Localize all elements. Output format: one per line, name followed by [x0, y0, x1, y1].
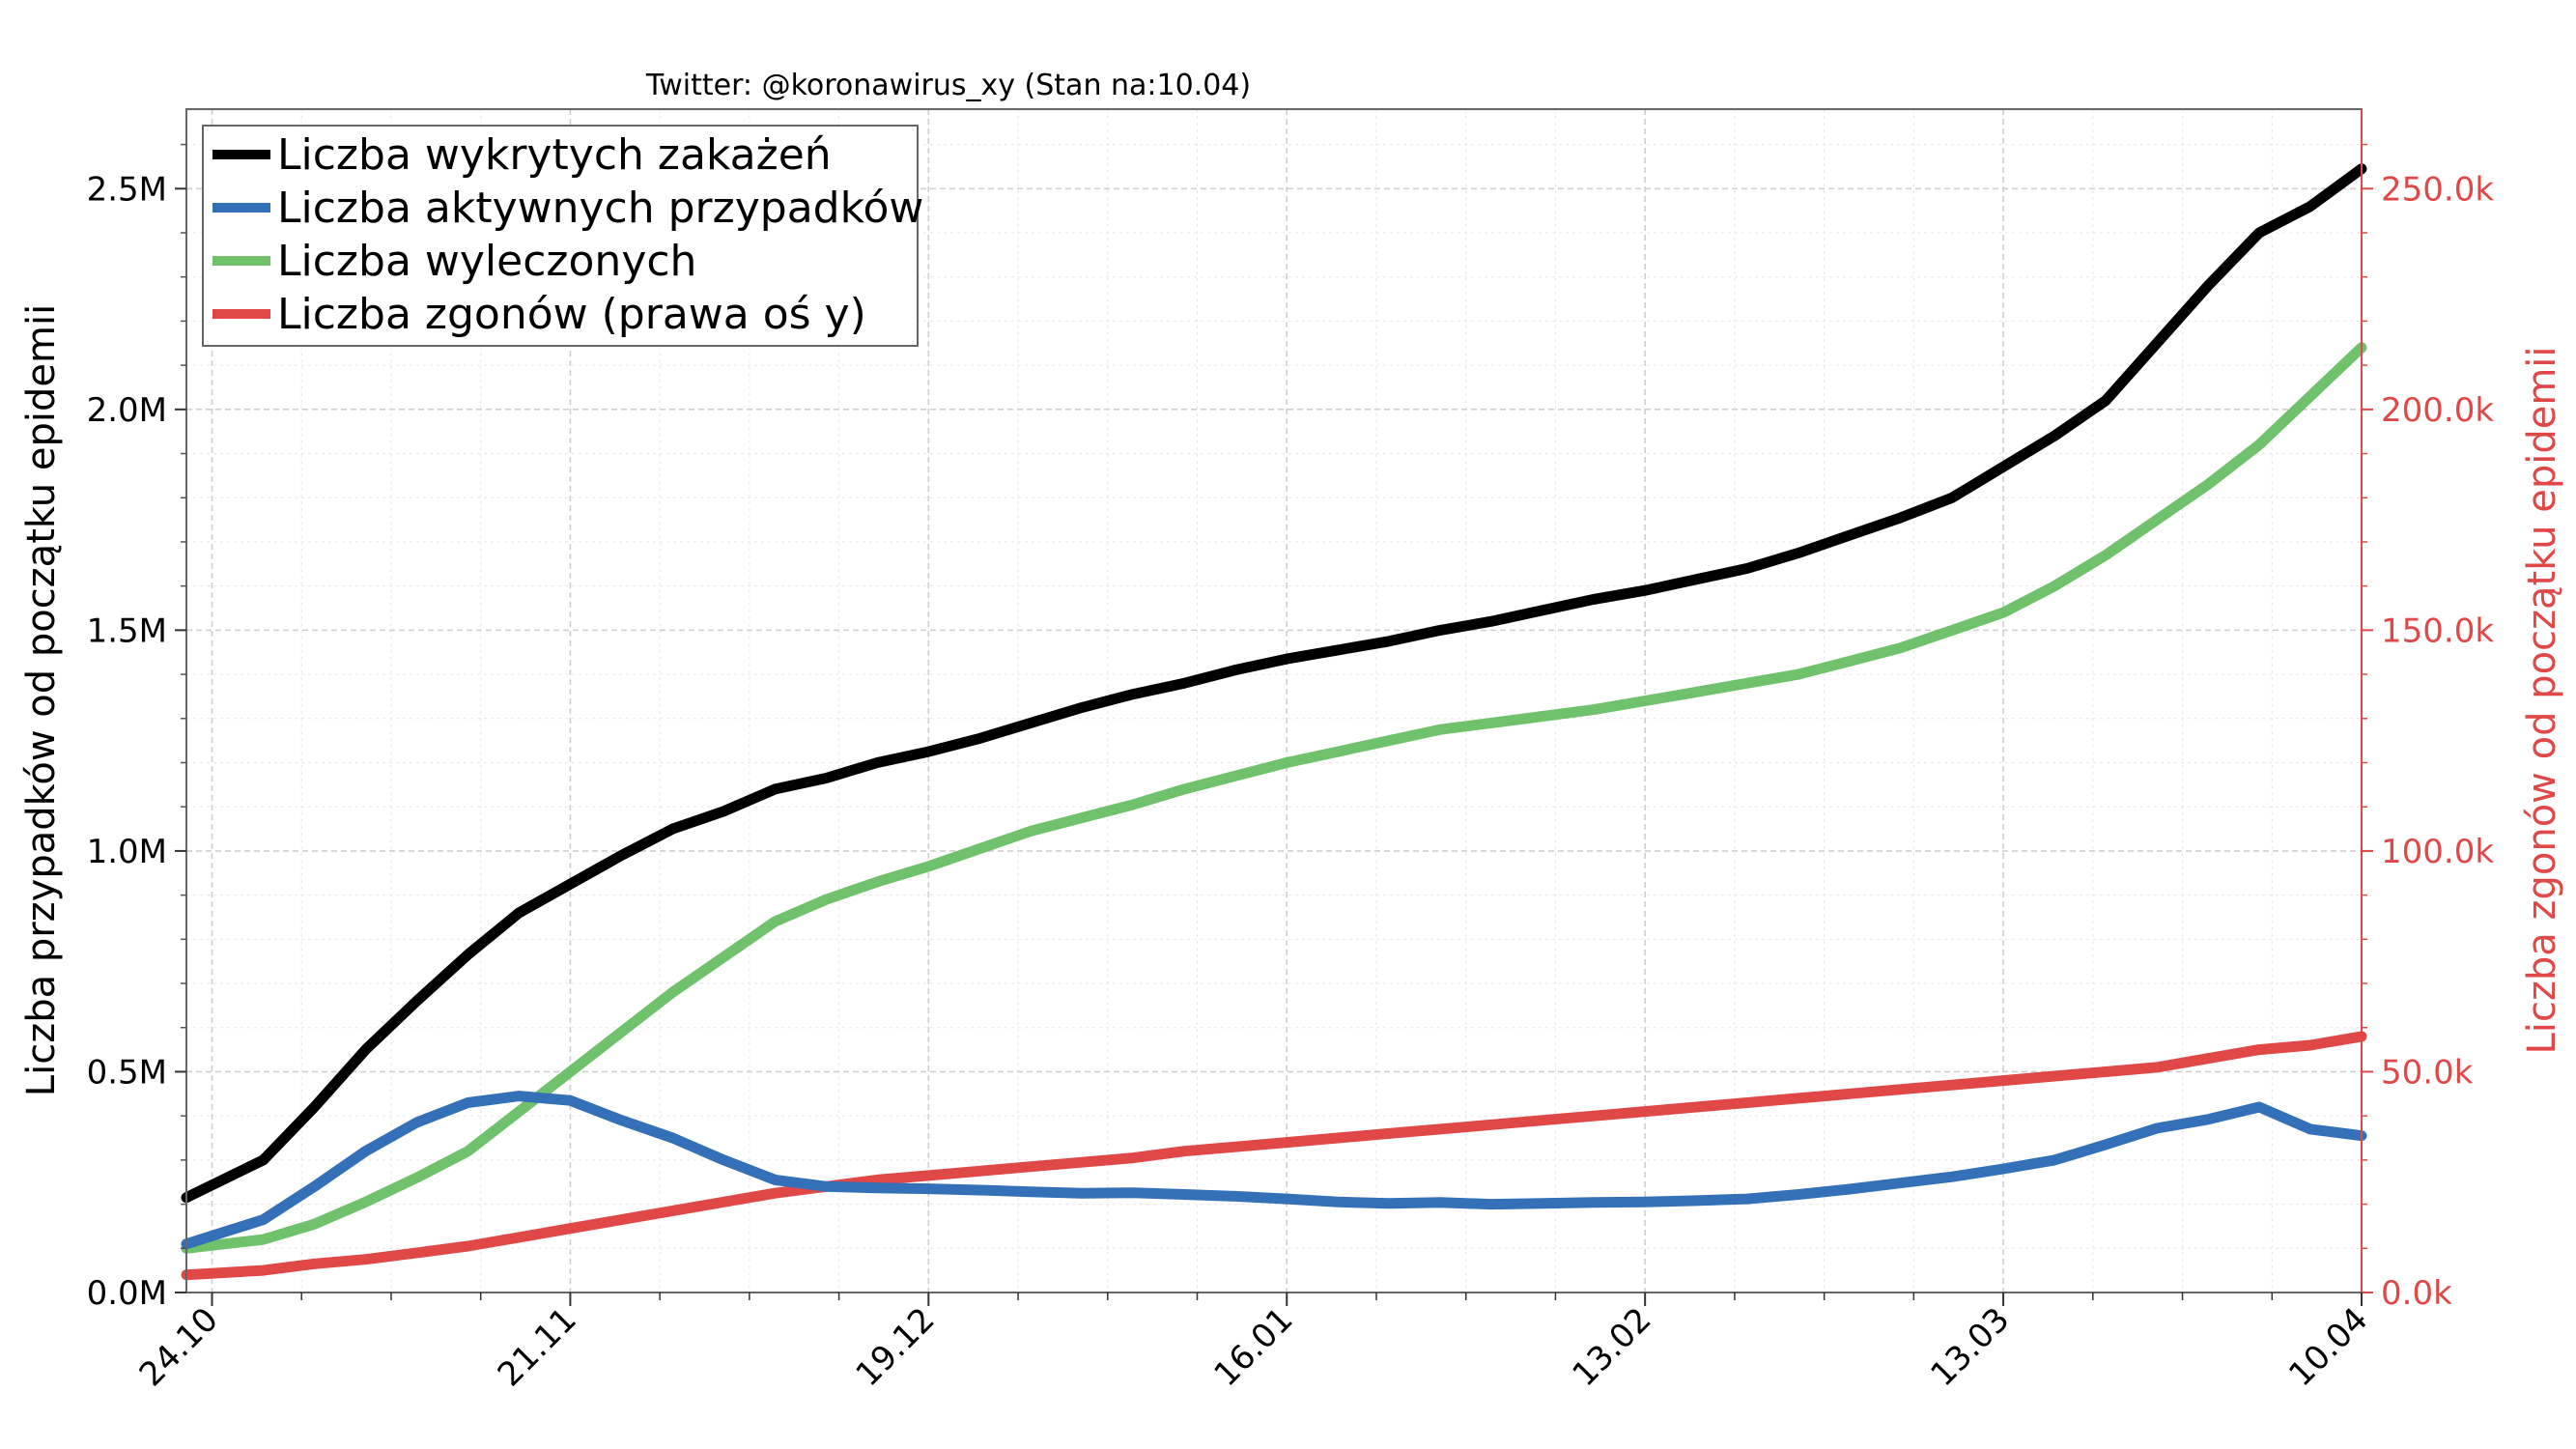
- y-right-tick-label: 150.0k: [2381, 611, 2494, 650]
- series-line-recovered: [181, 342, 2367, 1254]
- y-right-tick-label: 0.0k: [2381, 1274, 2452, 1313]
- y-right-tick-label: 100.0k: [2381, 833, 2494, 871]
- series-line-cases: [181, 163, 2367, 1204]
- y-axis-left-label: Liczba przypadków od początku epidemii: [19, 304, 64, 1096]
- y-left-tick-label: 0.0M: [87, 1274, 167, 1313]
- y-left-tick-label: 1.5M: [87, 611, 167, 650]
- left-axis: 0.0M 0.5M 1.0M 1.5M 2.0M 2.5M: [87, 143, 186, 1313]
- y-right-tick-label: 50.0k: [2381, 1053, 2474, 1092]
- series-line-deaths: [181, 1031, 2367, 1281]
- chart-title: Twitter: @koronawirus_xy (Stan na:10.04): [645, 69, 1251, 102]
- legend-label-cases: Liczba wykrytych zakażeń: [277, 130, 832, 180]
- y-right-tick-label: 250.0k: [2381, 170, 2494, 209]
- y-right-tick-label: 200.0k: [2381, 391, 2494, 430]
- y-left-tick-label: 2.5M: [87, 170, 167, 209]
- plot-series: [181, 163, 2367, 1281]
- y-left-tick-label: 0.5M: [87, 1053, 167, 1092]
- y-axis-right-label: Liczba zgonów od początku epidemii: [2520, 346, 2564, 1054]
- y-left-tick-label: 2.0M: [87, 391, 167, 430]
- series-line-active: [181, 1091, 2367, 1250]
- legend-label-deaths: Liczba zgonów (prawa oś y): [277, 290, 866, 339]
- legend: Liczba wykrytych zakażeń Liczba aktywnyc…: [202, 125, 923, 347]
- right-axis: 0.0k 50.0k 100.0k 150.0k 200.0k 250.0k: [2361, 109, 2494, 1313]
- legend-box: [202, 125, 919, 347]
- y-left-tick-label: 1.0M: [87, 833, 167, 871]
- legend-label-recovered: Liczba wyleczonych: [277, 237, 696, 286]
- legend-label-active: Liczba aktywnych przypadków: [277, 184, 923, 233]
